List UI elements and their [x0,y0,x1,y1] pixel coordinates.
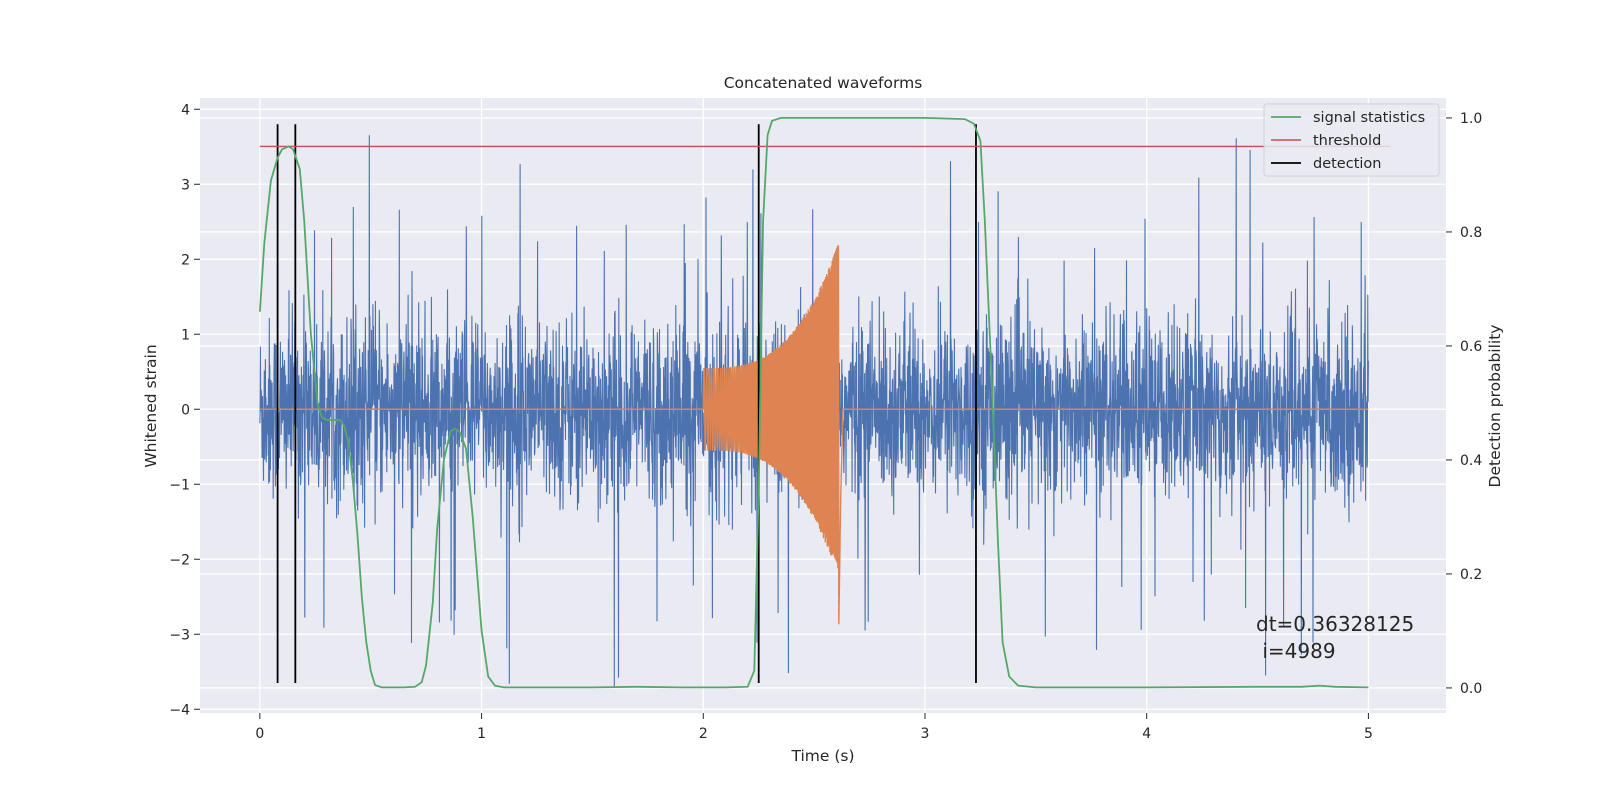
y-axis-left-ticks: −4 −3 −2 −1 0 1 2 3 4 [169,102,200,718]
x-axis-label: Time (s) [790,747,854,765]
y-right-tick-label: 1.0 [1460,111,1482,127]
x-tick-label: 4 [1142,726,1151,742]
legend-label-detection: detection [1313,156,1381,172]
y-left-tick-label: −2 [169,552,190,568]
y-axis-right-label: Detection probability [1486,325,1504,488]
x-tick-label: 5 [1364,726,1373,742]
plot-area [200,98,1446,713]
x-tick-label: 0 [255,726,264,742]
y-right-tick-label: 0.6 [1460,339,1482,355]
annotation-index: i=4989 [1256,639,1336,663]
y-left-tick-label: 3 [181,177,190,193]
series-chirp-template-line [259,245,1369,625]
legend: signal statistics threshold detection [1263,103,1440,177]
x-axis-ticks: 0 1 2 3 4 5 [255,713,1373,742]
detection-lines [276,124,977,683]
y-axis-left-label: Whitened strain [142,344,160,467]
y-left-tick-label: 0 [181,402,190,418]
annotation: dt=0.36328125 i=4989 [1256,612,1414,663]
y-left-tick-label: −3 [169,627,190,643]
y-left-tick-label: −1 [169,477,190,493]
chart-title: Concatenated waveforms [724,74,923,92]
annotation-dt: dt=0.36328125 [1256,612,1414,636]
y-left-tick-label: 1 [181,327,190,343]
series-layer [259,117,1391,689]
y-axis-right-ticks: 0.0 0.2 0.4 0.6 0.8 1.0 [1446,111,1482,697]
legend-label-signal-statistics: signal statistics [1313,110,1425,126]
series-signal-statistics-line [259,117,1369,689]
legend-label-threshold: threshold [1313,133,1381,149]
y-right-tick-label: 0.0 [1460,681,1482,697]
y-right-tick-label: 0.2 [1460,567,1482,583]
y-right-tick-label: 0.4 [1460,453,1482,469]
x-tick-label: 2 [699,726,708,742]
y-left-tick-label: 4 [181,102,190,118]
legend-box [1263,103,1440,177]
x-tick-label: 3 [921,726,930,742]
x-tick-label: 1 [477,726,486,742]
y-right-tick-label: 0.8 [1460,225,1482,241]
y-left-tick-label: −4 [169,702,190,718]
y-left-tick-label: 2 [181,252,190,268]
